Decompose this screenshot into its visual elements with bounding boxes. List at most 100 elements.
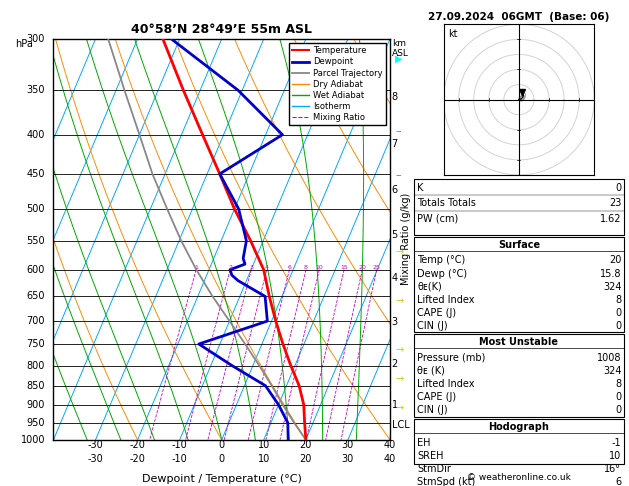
Text: 850: 850 [26, 381, 45, 391]
Legend: Temperature, Dewpoint, Parcel Trajectory, Dry Adiabat, Wet Adiabat, Isotherm, Mi: Temperature, Dewpoint, Parcel Trajectory… [289, 43, 386, 125]
Text: Pressure (mb): Pressure (mb) [417, 353, 486, 363]
Text: 27.09.2024  06GMT  (Base: 06): 27.09.2024 06GMT (Base: 06) [428, 12, 610, 22]
Text: CIN (J): CIN (J) [417, 321, 448, 331]
Text: 324: 324 [603, 366, 621, 376]
Text: -1: -1 [612, 438, 621, 448]
Text: 800: 800 [26, 361, 45, 370]
Text: Hodograph: Hodograph [489, 422, 549, 432]
Text: –: – [395, 170, 401, 180]
Text: 8: 8 [615, 295, 621, 305]
Text: 10: 10 [258, 440, 270, 450]
Text: 30: 30 [342, 440, 354, 450]
Text: Totals Totals: Totals Totals [417, 198, 476, 208]
Text: 0: 0 [219, 454, 225, 464]
Text: Dewpoint / Temperature (°C): Dewpoint / Temperature (°C) [142, 474, 302, 484]
Text: →: → [395, 248, 403, 258]
Text: 1.62: 1.62 [600, 214, 621, 224]
Text: ▶: ▶ [395, 53, 403, 63]
Text: →: → [395, 403, 403, 413]
Text: 6: 6 [287, 265, 291, 270]
Text: →: → [395, 296, 403, 306]
Text: –: – [395, 126, 401, 136]
Text: EH: EH [417, 438, 430, 448]
Text: 550: 550 [26, 236, 45, 246]
Text: -10: -10 [172, 440, 187, 450]
Text: PW (cm): PW (cm) [417, 214, 459, 224]
Text: 2: 2 [228, 265, 232, 270]
Text: 1008: 1008 [597, 353, 621, 363]
Text: 10: 10 [258, 454, 270, 464]
Text: θᴇ(K): θᴇ(K) [417, 282, 442, 292]
Text: -10: -10 [172, 454, 187, 464]
Text: 1: 1 [392, 400, 398, 410]
Text: -20: -20 [130, 440, 145, 450]
Text: 650: 650 [26, 292, 45, 301]
Text: Temp (°C): Temp (°C) [417, 256, 465, 265]
Text: 15.8: 15.8 [600, 269, 621, 278]
Text: 500: 500 [26, 204, 45, 214]
Text: 0: 0 [615, 392, 621, 402]
Text: 3: 3 [392, 316, 398, 327]
Text: Mixing Ratio (g/kg): Mixing Ratio (g/kg) [401, 193, 411, 285]
Text: 20: 20 [359, 265, 366, 270]
Text: Surface: Surface [498, 240, 540, 250]
Text: 16°: 16° [604, 464, 621, 474]
Text: 8: 8 [615, 379, 621, 389]
Text: 450: 450 [26, 169, 45, 179]
Text: 7: 7 [392, 139, 398, 149]
Text: 40: 40 [384, 440, 396, 450]
Text: 300: 300 [26, 34, 45, 44]
Text: 15: 15 [340, 265, 348, 270]
Text: 1000: 1000 [21, 435, 45, 445]
Text: 0: 0 [219, 440, 225, 450]
Text: 4: 4 [265, 265, 269, 270]
Text: 30: 30 [342, 454, 354, 464]
Text: CAPE (J): CAPE (J) [417, 308, 456, 318]
Text: CIN (J): CIN (J) [417, 405, 448, 415]
Text: 0: 0 [615, 321, 621, 331]
Text: hPa: hPa [15, 39, 33, 49]
Text: 2: 2 [392, 359, 398, 369]
Text: K: K [417, 183, 423, 192]
Text: 40: 40 [384, 454, 396, 464]
Text: 750: 750 [26, 339, 45, 349]
Text: 400: 400 [26, 130, 45, 139]
Text: 6: 6 [615, 477, 621, 486]
Text: StmDir: StmDir [417, 464, 451, 474]
Text: Dewp (°C): Dewp (°C) [417, 269, 467, 278]
Text: 23: 23 [609, 198, 621, 208]
Text: -20: -20 [130, 454, 145, 464]
Text: CAPE (J): CAPE (J) [417, 392, 456, 402]
Text: 950: 950 [26, 418, 45, 428]
Text: -30: -30 [87, 454, 103, 464]
Title: 40°58’N 28°49’E 55m ASL: 40°58’N 28°49’E 55m ASL [131, 23, 312, 36]
Text: →: → [395, 345, 403, 355]
Text: 20: 20 [299, 454, 312, 464]
Text: 700: 700 [26, 316, 45, 326]
Text: 324: 324 [603, 282, 621, 292]
Text: 20: 20 [609, 256, 621, 265]
Text: 0: 0 [615, 183, 621, 192]
Text: 5: 5 [392, 229, 398, 240]
Text: -30: -30 [87, 440, 103, 450]
Text: →: → [395, 374, 403, 384]
Text: 10: 10 [610, 451, 621, 461]
Text: 4: 4 [392, 274, 398, 283]
Text: kt: kt [448, 29, 458, 39]
Text: 350: 350 [26, 85, 45, 95]
Text: θᴇ (K): θᴇ (K) [417, 366, 445, 376]
Text: 25: 25 [373, 265, 381, 270]
Text: 8: 8 [392, 92, 398, 102]
Text: km
ASL: km ASL [392, 39, 409, 57]
Text: 20: 20 [299, 440, 312, 450]
Text: 1: 1 [194, 265, 198, 270]
Text: Lifted Index: Lifted Index [417, 295, 474, 305]
Text: 10: 10 [315, 265, 323, 270]
Text: LCL: LCL [392, 420, 409, 430]
Text: Most Unstable: Most Unstable [479, 337, 559, 347]
Text: 3: 3 [249, 265, 253, 270]
Text: 6: 6 [392, 185, 398, 195]
Text: 0: 0 [615, 308, 621, 318]
Text: 600: 600 [26, 265, 45, 275]
Text: 8: 8 [304, 265, 308, 270]
